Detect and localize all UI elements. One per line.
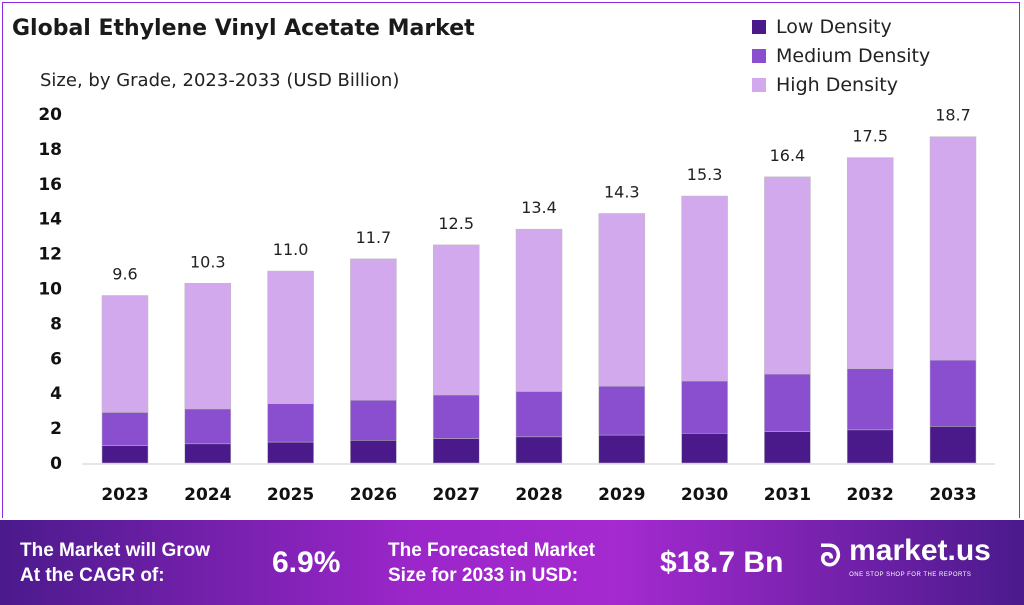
forecast-label-line: Size for 2033 in USD: [388, 565, 579, 586]
bar-segment-low-density [184, 443, 232, 464]
legend-item-high-density: High Density [752, 70, 930, 99]
x-tick-label: 2028 [515, 485, 562, 505]
bar-segment-medium-density [598, 385, 646, 436]
data-label: 17.5 [852, 127, 888, 146]
brand-name: market.us [849, 534, 991, 567]
bar-segment-medium-density [764, 373, 811, 432]
x-tick-label: 2033 [929, 485, 976, 505]
x-tick-label: 2024 [184, 485, 231, 505]
data-label: 13.4 [521, 198, 557, 217]
cagr-label-line: The Market will Grow [20, 540, 211, 561]
x-tick-label: 2031 [764, 485, 811, 505]
chart-title: Global Ethylene Vinyl Acetate Market [12, 16, 475, 41]
bar-segment-low-density [432, 438, 480, 464]
bar-segment-medium-density [515, 391, 563, 438]
y-tick-label: 16 [38, 175, 62, 195]
x-tick-label: 2032 [847, 485, 894, 505]
bar-segment-high-density [598, 213, 646, 387]
legend-label: Medium Density [776, 44, 931, 67]
chart-subtitle: Size, by Grade, 2023-2033 (USD Billion) [40, 70, 400, 91]
legend: Low Density Medium Density High Density [752, 12, 930, 99]
cagr-label-line: At the CAGR of: [20, 565, 165, 586]
chart-frame [2, 2, 1020, 518]
y-tick-label: 4 [50, 384, 62, 404]
x-tick-label: 2030 [681, 485, 728, 505]
bar-segment-high-density [432, 244, 480, 396]
bar-segment-high-density [184, 283, 232, 410]
bar-segment-medium-density [432, 394, 480, 439]
bar-segment-high-density [515, 228, 563, 392]
bar-segment-high-density [101, 295, 149, 413]
legend-swatch [752, 48, 766, 63]
y-tick-label: 14 [38, 210, 62, 230]
x-tick-label: 2026 [350, 485, 397, 505]
x-tick-label: 2023 [101, 485, 148, 505]
y-tick-label: 10 [38, 280, 62, 300]
y-tick-label: 18 [38, 140, 62, 160]
bar-segment-medium-density [929, 359, 977, 427]
bar-segment-medium-density [267, 403, 314, 443]
bar-segment-medium-density [101, 412, 149, 446]
data-label: 11.7 [356, 228, 392, 247]
x-tick-label: 2027 [433, 485, 480, 505]
y-tick-label: 6 [50, 349, 62, 369]
data-label: 16.4 [770, 146, 806, 165]
x-tick-label: 2029 [598, 485, 645, 505]
bar-chart: 0 2 4 6 8 10 12 14 16 18 20 9.6 2023 10.3 2024 11.0 2025… [38, 105, 995, 505]
data-label: 11.0 [273, 240, 309, 259]
x-tick-label: 2025 [267, 485, 314, 505]
data-label: 12.5 [438, 214, 474, 233]
bar-segment-low-density [515, 436, 563, 464]
forecast-label-line: The Forecasted Market [388, 540, 595, 561]
bar-segment-high-density [929, 136, 977, 361]
bar-segment-medium-density [846, 368, 894, 431]
legend-item-low-density: Low Density [752, 12, 930, 41]
y-tick-label: 20 [38, 105, 62, 125]
bar-segment-low-density [101, 445, 149, 464]
bar-segment-low-density [764, 431, 811, 464]
bar-segment-low-density [846, 429, 894, 464]
cagr-label: The Market will Grow At the CAGR of: [20, 538, 210, 588]
y-tick-label: 12 [38, 245, 62, 265]
bar-segment-low-density [598, 434, 646, 464]
bar-segment-low-density [267, 441, 314, 464]
legend-label: High Density [776, 73, 898, 96]
bar-segment-high-density [681, 195, 728, 382]
legend-item-medium-density: Medium Density [752, 41, 930, 70]
bar-segment-high-density [350, 258, 397, 401]
brand-tagline: ONE STOP SHOP FOR THE REPORTS [849, 572, 972, 578]
data-label: 14.3 [604, 182, 640, 201]
y-tick-label: 0 [50, 454, 62, 474]
data-label: 9.6 [112, 264, 137, 283]
bar-segment-low-density [681, 433, 728, 464]
data-label: 15.3 [687, 165, 723, 184]
footer-banner: The Market will Grow At the CAGR of: 6.9%… [0, 520, 1024, 605]
y-tick-label: 2 [50, 419, 62, 439]
cagr-value: 6.9% [272, 546, 341, 579]
bar-segment-low-density [929, 426, 977, 464]
market-us-logo-icon: ᘐ [820, 539, 842, 573]
legend-label: Low Density [776, 15, 892, 38]
data-label: 18.7 [935, 106, 971, 125]
brand-logo: ᘐ market.us ONE STOP SHOP FOR THE REPORTS [820, 534, 991, 579]
bar-segment-medium-density [350, 399, 397, 441]
legend-swatch [752, 77, 766, 92]
bar-segment-low-density [350, 440, 397, 464]
bar-segment-medium-density [184, 408, 232, 445]
y-tick-label: 8 [50, 314, 62, 334]
bar-segment-medium-density [681, 380, 728, 434]
forecast-label: The Forecasted Market Size for 2033 in US… [388, 538, 595, 588]
bar-segment-high-density [764, 176, 811, 375]
legend-swatch [752, 19, 766, 34]
forecast-value: $18.7 Bn [660, 546, 784, 579]
bar-segment-high-density [267, 270, 314, 404]
bar-segment-high-density [846, 157, 894, 370]
data-label: 10.3 [190, 252, 226, 271]
